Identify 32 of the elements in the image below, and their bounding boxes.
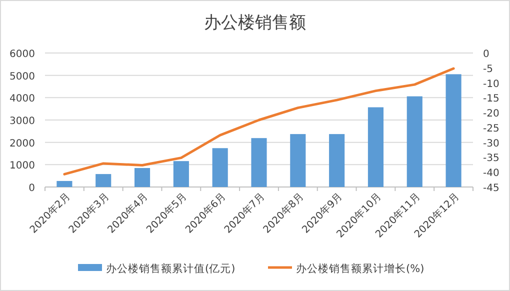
bar: [56, 180, 72, 187]
bar: [329, 134, 345, 187]
legend-label: 办公楼销售额累计增长(%): [296, 262, 424, 275]
bar: [173, 161, 189, 187]
y-tick-label: 1000: [10, 160, 35, 172]
y2-tick-label: -20: [483, 108, 500, 120]
y-tick-label: 5000: [10, 71, 35, 82]
y-tick-label: 2000: [10, 138, 35, 150]
y2-tick-label: -35: [483, 153, 500, 164]
bar: [212, 148, 228, 187]
line-series: [63, 67, 455, 176]
chart-title: 办公楼销售额: [204, 13, 306, 33]
y-tick-label: 6000: [10, 49, 35, 60]
y2-tick-label: -30: [483, 138, 500, 150]
y2-tick-label: -10: [483, 78, 500, 90]
bar: [290, 134, 306, 187]
y-tick-label: 0: [28, 183, 35, 194]
y2-tick-label: -5: [483, 64, 493, 75]
y2-tick-label: -45: [483, 183, 500, 194]
y-tick-label: 4000: [10, 94, 35, 105]
y2-tick-label: -15: [483, 94, 500, 105]
bar: [134, 168, 150, 187]
bar: [251, 138, 267, 187]
legend-label: 办公楼销售额累计值(亿元): [106, 262, 236, 275]
y2-tick-label: -25: [483, 123, 500, 134]
bar: [368, 107, 384, 187]
bar: [446, 74, 462, 187]
y-tick-label: 3000: [10, 116, 35, 127]
bar: [406, 96, 422, 187]
y2-tick-label: -40: [483, 168, 500, 180]
y2-tick-label: 0: [483, 49, 490, 60]
bar: [96, 174, 112, 187]
